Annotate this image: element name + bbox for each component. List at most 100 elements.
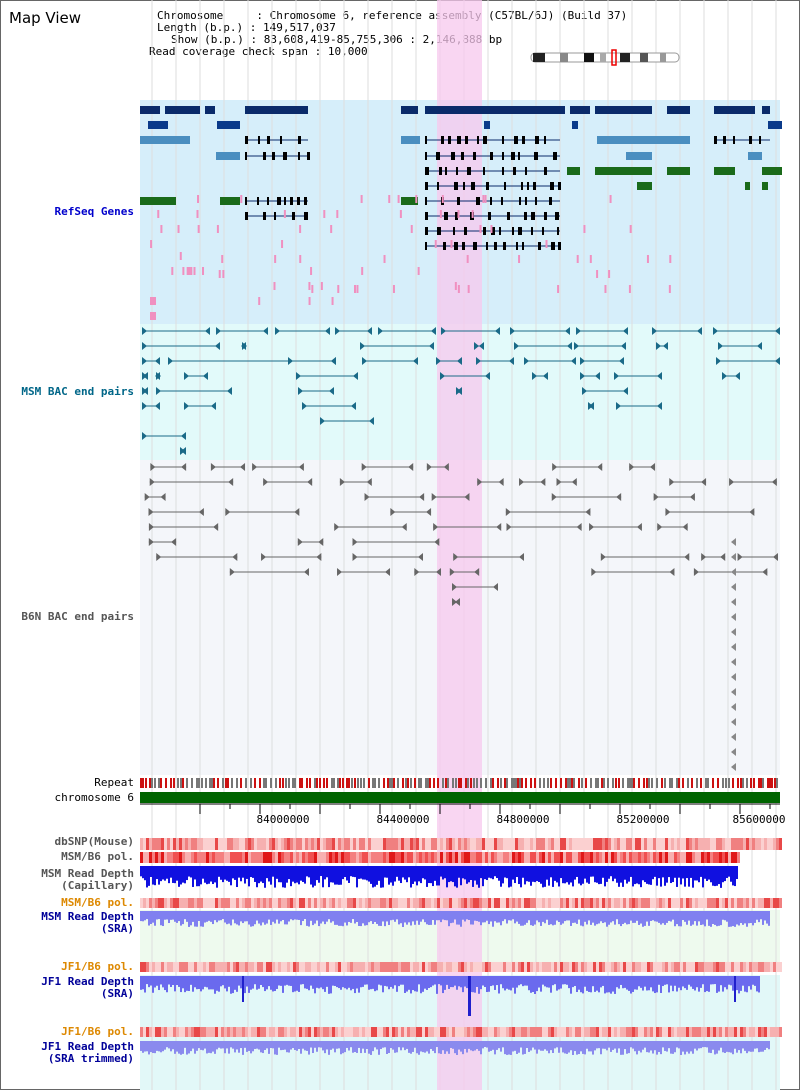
msm-b6-pol-mark bbox=[230, 852, 233, 863]
msm-b6-pol-sra-mark bbox=[593, 898, 596, 908]
jf1-b6-pol-mark bbox=[257, 962, 260, 972]
msm-depth-sra-bar bbox=[244, 911, 246, 922]
b6n-bac-pair-end bbox=[597, 463, 603, 471]
msm-depth-capillary-bar bbox=[194, 866, 196, 880]
msm-b6-pol-sra-mark bbox=[329, 898, 332, 908]
jf1-b6-pol-trimmed-mark bbox=[152, 1027, 155, 1037]
jf1-b6-pol-trimmed-label[interactable]: JF1/B6 pol. bbox=[61, 1025, 134, 1038]
jf1-depth-sra-bar bbox=[630, 976, 632, 994]
jf1-b6-pol-trimmed-mark bbox=[740, 1027, 743, 1037]
msm-b6-pol-sra-mark bbox=[482, 898, 485, 908]
jf1-b6-pol-mark bbox=[542, 962, 545, 972]
refseq-genes-label[interactable]: RefSeq Genes bbox=[54, 205, 134, 218]
msm-depth-capillary-bar bbox=[218, 866, 220, 877]
msm-depth-capillary-bar bbox=[224, 866, 226, 880]
msm-depth-sra-bar bbox=[726, 911, 728, 922]
msm-bac-pair-end bbox=[479, 342, 484, 350]
msm-bac-label[interactable]: MSM BAC end pairs bbox=[21, 385, 134, 398]
jf1-b6-pol-trimmed-mark bbox=[719, 1027, 722, 1037]
b6n-bac-label[interactable]: B6N BAC end pairs bbox=[21, 610, 134, 623]
jf1-depth-sra-bar bbox=[342, 976, 344, 988]
jf1-b6-pol-trimmed-mark bbox=[713, 1027, 716, 1037]
b6n-bac-end bbox=[731, 733, 736, 741]
jf1-read-depth-sra-label[interactable]: JF1 Read Depth (SRA) bbox=[41, 975, 134, 1000]
msm-b6-pol-mark bbox=[461, 852, 464, 863]
b6n-bac-pair-end bbox=[431, 493, 437, 501]
dbsnp-mark bbox=[143, 838, 146, 850]
jf1-depth-trimmed-bar bbox=[356, 1041, 358, 1053]
dbsnp-mark bbox=[623, 838, 626, 850]
msm-depth-sra-bar bbox=[518, 911, 520, 924]
msm-b6-pol-sra-label[interactable]: MSM/B6 pol. bbox=[61, 896, 134, 909]
jf1-b6-pol-trimmed-mark bbox=[503, 1027, 506, 1037]
jf1-depth-trimmed-bar bbox=[464, 1041, 466, 1049]
msm-b6-pol-sra-mark bbox=[293, 898, 296, 908]
msm-depth-sra-bar bbox=[392, 911, 394, 920]
refseq-pink-mark bbox=[454, 282, 457, 290]
jf1-b6-pol-trimmed-mark bbox=[641, 1027, 644, 1037]
msm-depth-sra-bar bbox=[666, 911, 668, 923]
dbsnp-mark bbox=[467, 838, 470, 850]
dbsnp-label[interactable]: dbSNP(Mouse) bbox=[54, 835, 134, 848]
msm-b6-pol-mark bbox=[725, 852, 728, 863]
msm-depth-capillary-bar bbox=[162, 866, 164, 880]
msm-depth-sra-bar bbox=[716, 911, 718, 927]
jf1-b6-pol-mark bbox=[632, 962, 635, 972]
ruler-tick-label: 85600000 bbox=[733, 813, 786, 826]
msm-b6-pol-mark bbox=[305, 852, 308, 863]
msm-b6-pol-sra-mark bbox=[248, 898, 251, 908]
jf1-depth-sra-bar bbox=[642, 976, 644, 991]
msm-depth-sra-bar bbox=[752, 911, 754, 926]
msm-read-depth-sra-label[interactable]: MSM Read Depth (SRA) bbox=[41, 910, 134, 935]
jf1-b6-pol-trimmed-mark bbox=[317, 1027, 320, 1037]
jf1-depth-sra-bar bbox=[162, 976, 164, 988]
jf1-b6-pol-label[interactable]: JF1/B6 pol. bbox=[61, 960, 134, 973]
msm-depth-capillary-bar bbox=[376, 866, 378, 885]
msm-b6-pol-mark bbox=[614, 852, 617, 863]
msm-depth-capillary-bar bbox=[166, 866, 168, 879]
gene-exon bbox=[513, 167, 516, 175]
jf1-depth-sra-bar bbox=[586, 976, 588, 991]
b6n-bac-pair-end bbox=[551, 493, 557, 501]
msm-b6-pol-sra-mark bbox=[710, 898, 713, 908]
msm-bac-pair-end bbox=[325, 327, 330, 335]
msm-b6-pol-sra-mark bbox=[416, 898, 419, 908]
jf1-depth-sra-bar bbox=[628, 976, 630, 991]
msm-read-depth-capillary-label[interactable]: MSM Read Depth (Capillary) bbox=[41, 867, 134, 892]
msm-b6-pol-sra-mark bbox=[662, 898, 665, 908]
gene-block bbox=[714, 167, 735, 175]
repeat-mark bbox=[294, 778, 296, 788]
b6n-bac-end bbox=[731, 673, 736, 681]
msm-depth-capillary-bar bbox=[366, 866, 368, 881]
jf1-read-depth-trimmed-label[interactable]: JF1 Read Depth (SRA trimmed) bbox=[41, 1040, 134, 1065]
gene-exon bbox=[551, 242, 555, 250]
msm-b6-pol-sra-mark bbox=[587, 898, 590, 908]
jf1-depth-sra-bar bbox=[542, 976, 544, 985]
jf1-depth-trimmed-bar bbox=[700, 1041, 702, 1049]
msm-b6-pol-mark bbox=[674, 852, 677, 863]
msm-b6-pol-mark bbox=[302, 852, 305, 863]
dbsnp-mark bbox=[236, 838, 239, 850]
dbsnp-mark bbox=[257, 838, 260, 850]
repeat-mark bbox=[140, 778, 142, 788]
msm-b6-pol-sra-mark bbox=[323, 898, 326, 908]
jf1-depth-trimmed-bar bbox=[400, 1041, 402, 1051]
jf1-b6-pol-trimmed-mark bbox=[344, 1027, 347, 1037]
msm-depth-sra-bar bbox=[750, 911, 752, 924]
msm-depth-capillary-bar bbox=[514, 866, 516, 884]
msm-depth-capillary-bar bbox=[442, 866, 444, 880]
jf1-depth-sra-bar bbox=[640, 976, 642, 988]
jf1-b6-pol-mark bbox=[200, 962, 203, 972]
msm-b6-pol-sra-mark bbox=[350, 898, 353, 908]
jf1-depth-sra-bar bbox=[206, 976, 208, 988]
msm-b6-pol-label[interactable]: MSM/B6 pol. bbox=[61, 850, 134, 863]
jf1-b6-pol-trimmed-mark bbox=[374, 1027, 377, 1037]
msm-depth-capillary-bar bbox=[304, 866, 306, 884]
b6n-bac-pair-end bbox=[477, 478, 483, 486]
msm-depth-sra-bar bbox=[208, 911, 210, 921]
msm-depth-sra-bar bbox=[260, 911, 262, 926]
msm-depth-capillary-bar bbox=[726, 866, 728, 878]
jf1-depth-sra-bar bbox=[462, 976, 464, 993]
jf1-depth-sra-bar bbox=[436, 976, 438, 994]
msm-depth-capillary-bar bbox=[212, 866, 214, 885]
